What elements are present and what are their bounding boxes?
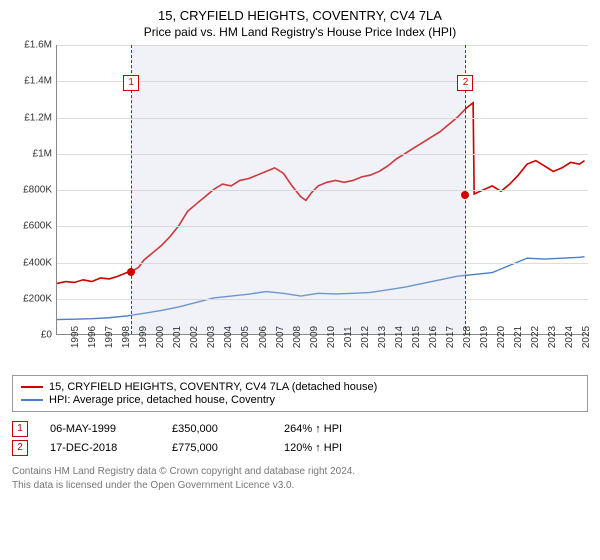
legend-item-hpi: HPI: Average price, detached house, Cove… xyxy=(21,394,579,406)
chart-area: £0£200K£400K£600K£800K£1M£1.2M£1.4M£1.6M… xyxy=(12,45,588,375)
sale-delta: 120% ↑ HPI xyxy=(284,442,342,454)
chart-container: 15, CRYFIELD HEIGHTS, COVENTRY, CV4 7LA … xyxy=(0,0,600,560)
footer-line: Contains HM Land Registry data © Crown c… xyxy=(12,465,588,479)
legend-label: HPI: Average price, detached house, Cove… xyxy=(49,394,275,406)
x-tick-label: 2025 xyxy=(567,326,592,348)
sale-marker-icon: 1 xyxy=(12,421,28,437)
legend-label: 15, CRYFIELD HEIGHTS, COVENTRY, CV4 7LA … xyxy=(49,381,377,393)
footer: Contains HM Land Registry data © Crown c… xyxy=(12,465,588,492)
legend-swatch xyxy=(21,399,43,401)
sale-marker-icon: 2 xyxy=(12,440,28,456)
y-tick-label: £1M xyxy=(33,148,52,159)
sale-delta: 264% ↑ HPI xyxy=(284,423,342,435)
y-tick-label: £200K xyxy=(23,293,52,304)
y-tick-label: £1.4M xyxy=(24,76,52,87)
plot-region: 12 xyxy=(56,45,588,335)
page-subtitle: Price paid vs. HM Land Registry's House … xyxy=(12,25,588,39)
sale-date: 17-DEC-2018 xyxy=(50,442,150,454)
y-tick-label: £0 xyxy=(41,330,52,341)
sale-date: 06-MAY-1999 xyxy=(50,423,150,435)
sales-list: 1 06-MAY-1999 £350,000 264% ↑ HPI 2 17-D… xyxy=(12,418,588,459)
sale-row: 2 17-DEC-2018 £775,000 120% ↑ HPI xyxy=(12,440,588,456)
page-title: 15, CRYFIELD HEIGHTS, COVENTRY, CV4 7LA xyxy=(12,8,588,23)
y-tick-label: £1.6M xyxy=(24,40,52,51)
y-axis: £0£200K£400K£600K£800K£1M£1.2M£1.4M£1.6M xyxy=(12,45,56,335)
legend: 15, CRYFIELD HEIGHTS, COVENTRY, CV4 7LA … xyxy=(12,375,588,412)
sale-row: 1 06-MAY-1999 £350,000 264% ↑ HPI xyxy=(12,421,588,437)
y-tick-label: £600K xyxy=(23,221,52,232)
sale-marker-icon: 2 xyxy=(457,75,473,91)
y-tick-label: £1.2M xyxy=(24,112,52,123)
sale-dot-icon xyxy=(127,268,135,276)
sale-price: £350,000 xyxy=(172,423,262,435)
sale-dot-icon xyxy=(461,191,469,199)
x-axis: 1995199619971998199920002001200220032004… xyxy=(56,335,588,375)
sale-price: £775,000 xyxy=(172,442,262,454)
footer-line: This data is licensed under the Open Gov… xyxy=(12,479,588,493)
legend-swatch xyxy=(21,386,43,388)
y-tick-label: £800K xyxy=(23,185,52,196)
legend-item-property: 15, CRYFIELD HEIGHTS, COVENTRY, CV4 7LA … xyxy=(21,381,579,393)
sale-marker-icon: 1 xyxy=(123,75,139,91)
y-tick-label: £400K xyxy=(23,257,52,268)
